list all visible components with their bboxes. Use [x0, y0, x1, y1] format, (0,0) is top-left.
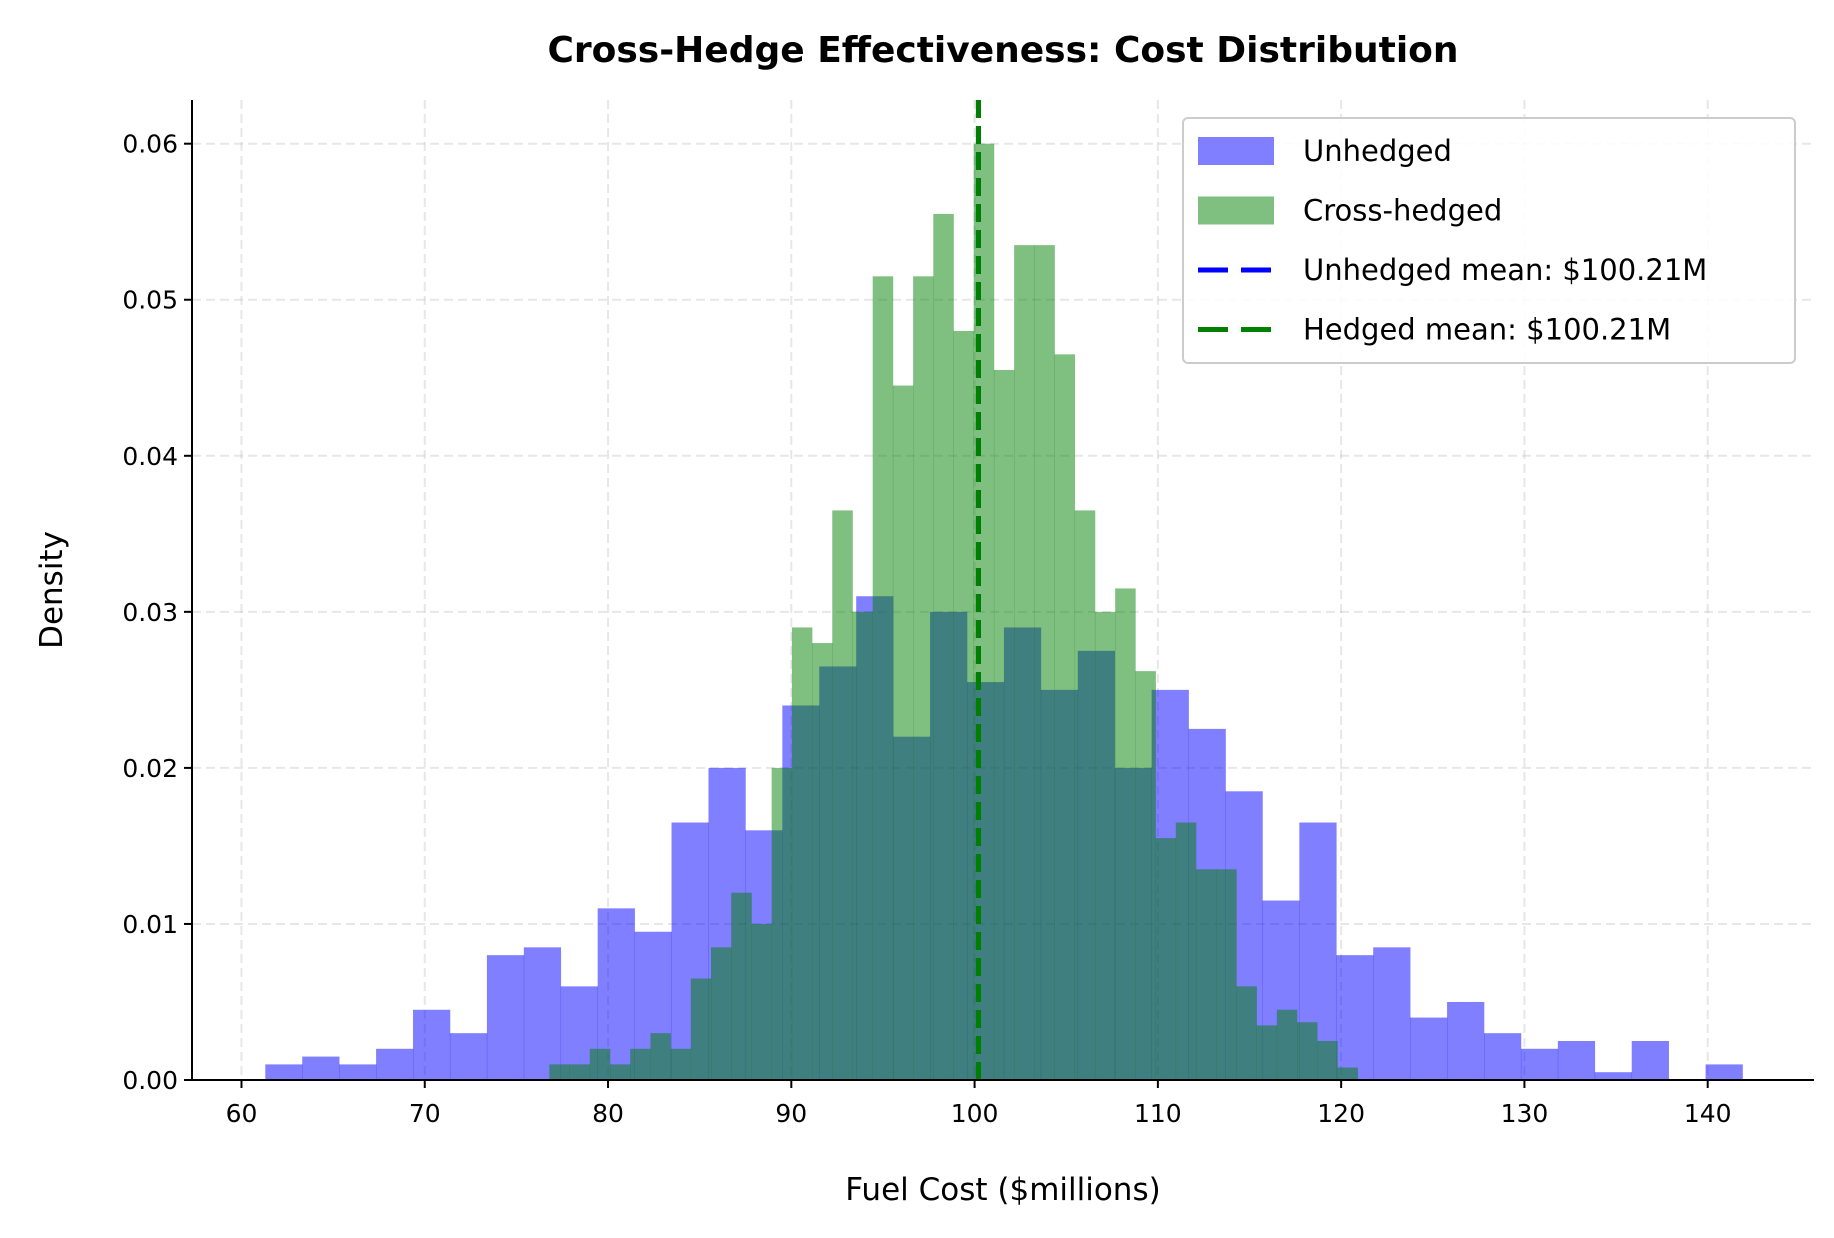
histogram-bar-unhedged — [1447, 1001, 1485, 1080]
y-tick-label: 0.00 — [122, 1066, 178, 1095]
histogram-bar-unhedged — [376, 1048, 414, 1080]
histogram-bar-hedged — [812, 643, 833, 1080]
histogram-bar-unhedged — [1336, 955, 1374, 1080]
histogram-bar-hedged — [1175, 822, 1197, 1080]
x-tick-label: 70 — [409, 1099, 441, 1128]
histogram-bar-unhedged — [302, 1056, 340, 1080]
histogram-bar-hedged — [953, 330, 975, 1080]
histogram-bar-hedged — [1297, 1022, 1318, 1080]
histogram-bar-hedged — [1014, 245, 1035, 1081]
y-tick-label: 0.06 — [122, 130, 178, 159]
legend: Unhedged Cross-hedged Unhedged mean: $100.… — [1182, 117, 1796, 364]
histogram-bar-hedged — [690, 978, 712, 1080]
histogram-bar-hedged — [1054, 354, 1076, 1081]
histogram-bar-hedged — [1155, 838, 1177, 1080]
histogram-bar-hedged — [1135, 671, 1156, 1080]
y-tick-label: 0.03 — [122, 598, 178, 627]
histogram-bar-unhedged — [1631, 1040, 1669, 1080]
histogram-bar-hedged — [630, 1048, 651, 1080]
histogram-bar-unhedged — [1410, 1017, 1448, 1080]
histogram-bar-hedged — [711, 947, 732, 1080]
legend-box — [1182, 117, 1796, 364]
histogram-bar-hedged — [872, 276, 894, 1080]
x-tick-label: 120 — [1317, 1099, 1365, 1128]
x-tick-label: 90 — [775, 1099, 807, 1128]
histogram-bar-hedged — [650, 1033, 671, 1080]
x-tick-label: 60 — [226, 1099, 258, 1128]
x-axis-label: Fuel Cost ($millions) — [845, 1172, 1160, 1208]
histogram-bar-unhedged — [265, 1064, 303, 1080]
histogram-bar-hedged — [1074, 510, 1096, 1080]
histogram-bar-hedged — [610, 1064, 631, 1080]
histogram-bar-unhedged — [523, 947, 562, 1080]
y-tick-label: 0.01 — [122, 910, 178, 939]
legend-label: Hedged mean: $100.21M — [1303, 313, 1671, 347]
histogram-bar-hedged — [832, 510, 853, 1080]
histogram-bar-unhedged — [1557, 1040, 1596, 1080]
histogram-bar-hedged — [589, 1048, 611, 1080]
histogram-bar-hedged — [1115, 588, 1136, 1080]
histogram-bar-unhedged — [1484, 1033, 1522, 1080]
y-axis-label: Density — [34, 531, 70, 649]
histogram-bar-unhedged — [1373, 947, 1411, 1080]
histogram-bar-hedged — [933, 213, 954, 1081]
x-tick-label: 80 — [592, 1099, 624, 1128]
histogram-bar-hedged — [892, 385, 914, 1080]
bars — [265, 143, 1743, 1081]
histogram-bar-unhedged — [486, 955, 525, 1080]
histogram-bar-hedged — [751, 923, 772, 1080]
chart-title: Cross-Hedge Effectiveness: Cost Distribu… — [547, 30, 1458, 71]
legend-swatch — [1198, 137, 1274, 165]
histogram-bar-hedged — [569, 1064, 591, 1080]
legend-label: Cross-hedged — [1303, 194, 1502, 228]
histogram-bar-hedged — [1256, 1025, 1278, 1080]
histogram-bar-unhedged — [339, 1064, 377, 1080]
histogram-bar-hedged — [913, 276, 934, 1080]
histogram-bar-hedged — [1216, 869, 1237, 1080]
legend-label: Unhedged — [1303, 134, 1452, 168]
legend-swatch — [1198, 196, 1274, 225]
legend-label: Unhedged mean: $100.21M — [1303, 253, 1707, 287]
y-tick-label: 0.04 — [122, 442, 178, 471]
y-tick-label: 0.02 — [122, 754, 178, 783]
histogram-bar-unhedged — [1705, 1064, 1743, 1080]
axes: 60 70 80 90 100 110 120 130 140 0.00 0.01 0.02 0.03 0… — [122, 100, 1814, 1128]
y-tick-label: 0.05 — [122, 286, 178, 315]
x-tick-label: 100 — [951, 1099, 999, 1128]
histogram-bar-hedged — [731, 892, 752, 1080]
histogram-bar-hedged — [670, 1048, 692, 1080]
histogram-bar-hedged — [771, 767, 793, 1080]
x-tick-label: 130 — [1501, 1099, 1549, 1128]
histogram-bar-unhedged — [1520, 1048, 1559, 1080]
x-tick-label: 110 — [1134, 1099, 1182, 1128]
histogram-bar-hedged — [993, 369, 1015, 1080]
histogram-bar-hedged — [1276, 1009, 1298, 1080]
histogram-bar-unhedged — [449, 1033, 488, 1080]
histogram-bar-hedged — [1337, 1067, 1358, 1080]
histogram-bar-unhedged — [413, 1009, 451, 1080]
histogram-bar-hedged — [1094, 611, 1116, 1080]
histogram-bar-hedged — [852, 611, 873, 1080]
histogram-bar-hedged — [1317, 1040, 1338, 1080]
histogram-bar-hedged — [1236, 986, 1257, 1080]
histogram-bar-hedged — [549, 1064, 570, 1080]
histogram-bar-hedged — [1195, 869, 1217, 1080]
histogram-bar-hedged — [1034, 245, 1055, 1081]
histogram-bar-unhedged — [1594, 1072, 1633, 1080]
histogram-bar-hedged — [791, 627, 813, 1080]
x-tick-label: 140 — [1684, 1099, 1732, 1128]
